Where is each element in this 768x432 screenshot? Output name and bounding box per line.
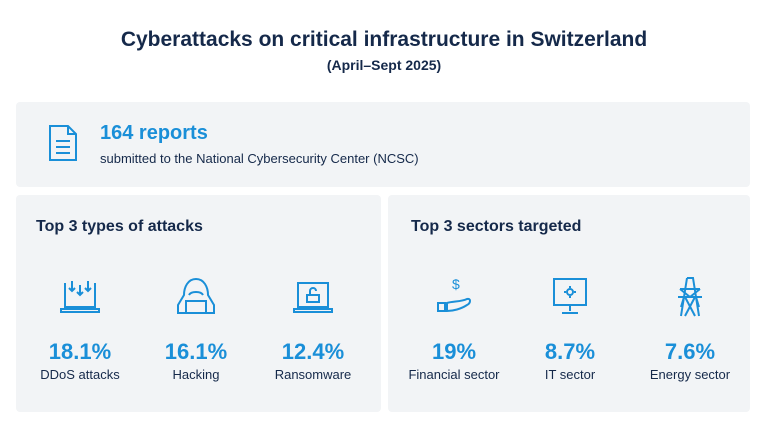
attack-value: 18.1%: [48, 339, 112, 364]
power-pylon-icon: [678, 277, 702, 317]
sector-it: 8.7% IT sector: [510, 275, 630, 382]
sector-value: 7.6%: [664, 339, 716, 364]
attack-value: 12.4%: [281, 339, 345, 364]
sector-label: IT sector: [544, 367, 596, 382]
attack-value: 16.1%: [164, 339, 228, 364]
laptop-unlocked-icon: [293, 282, 333, 313]
reports-description: submitted to the National Cybersecurity …: [100, 151, 419, 166]
sectors-heading: Top 3 sectors targeted: [411, 218, 582, 235]
reports-panel: 164 reports submitted to the National Cy…: [16, 102, 750, 187]
page-title: Cyberattacks on critical infrastructure …: [120, 28, 648, 51]
document-icon: [49, 125, 77, 161]
monitor-gear-icon: [553, 278, 587, 314]
svg-text:$: $: [452, 276, 460, 292]
attacks-heading: Top 3 types of attacks: [36, 218, 203, 235]
sector-label: Energy sector: [649, 367, 731, 382]
sectors-panel: Top 3 sectors targeted $ 19% Financial s…: [388, 195, 750, 412]
sector-energy: 7.6% Energy sector: [630, 275, 750, 382]
hooded-hacker-icon: [177, 277, 215, 314]
attack-ddos: 18.1% DDoS attacks: [20, 275, 140, 382]
laptop-download-icon: [60, 281, 100, 313]
attack-label: Ransomware: [274, 367, 352, 382]
sector-value: 8.7%: [544, 339, 596, 364]
attack-label: Hacking: [172, 367, 220, 382]
attacks-panel: Top 3 types of attacks 18.1% DDoS attack…: [16, 195, 381, 412]
sector-label: Financial sector: [408, 367, 500, 382]
page-subtitle: (April–Sept 2025): [326, 57, 442, 73]
reports-count: 164 reports: [100, 122, 208, 144]
attack-ransomware: 12.4% Ransomware: [253, 275, 373, 382]
sector-financial: $ 19% Financial sector: [394, 275, 514, 382]
attack-hacking: 16.1% Hacking: [136, 275, 256, 382]
hand-dollar-icon: $: [437, 276, 471, 313]
attack-label: DDoS attacks: [40, 367, 120, 382]
sector-value: 19%: [431, 339, 477, 364]
